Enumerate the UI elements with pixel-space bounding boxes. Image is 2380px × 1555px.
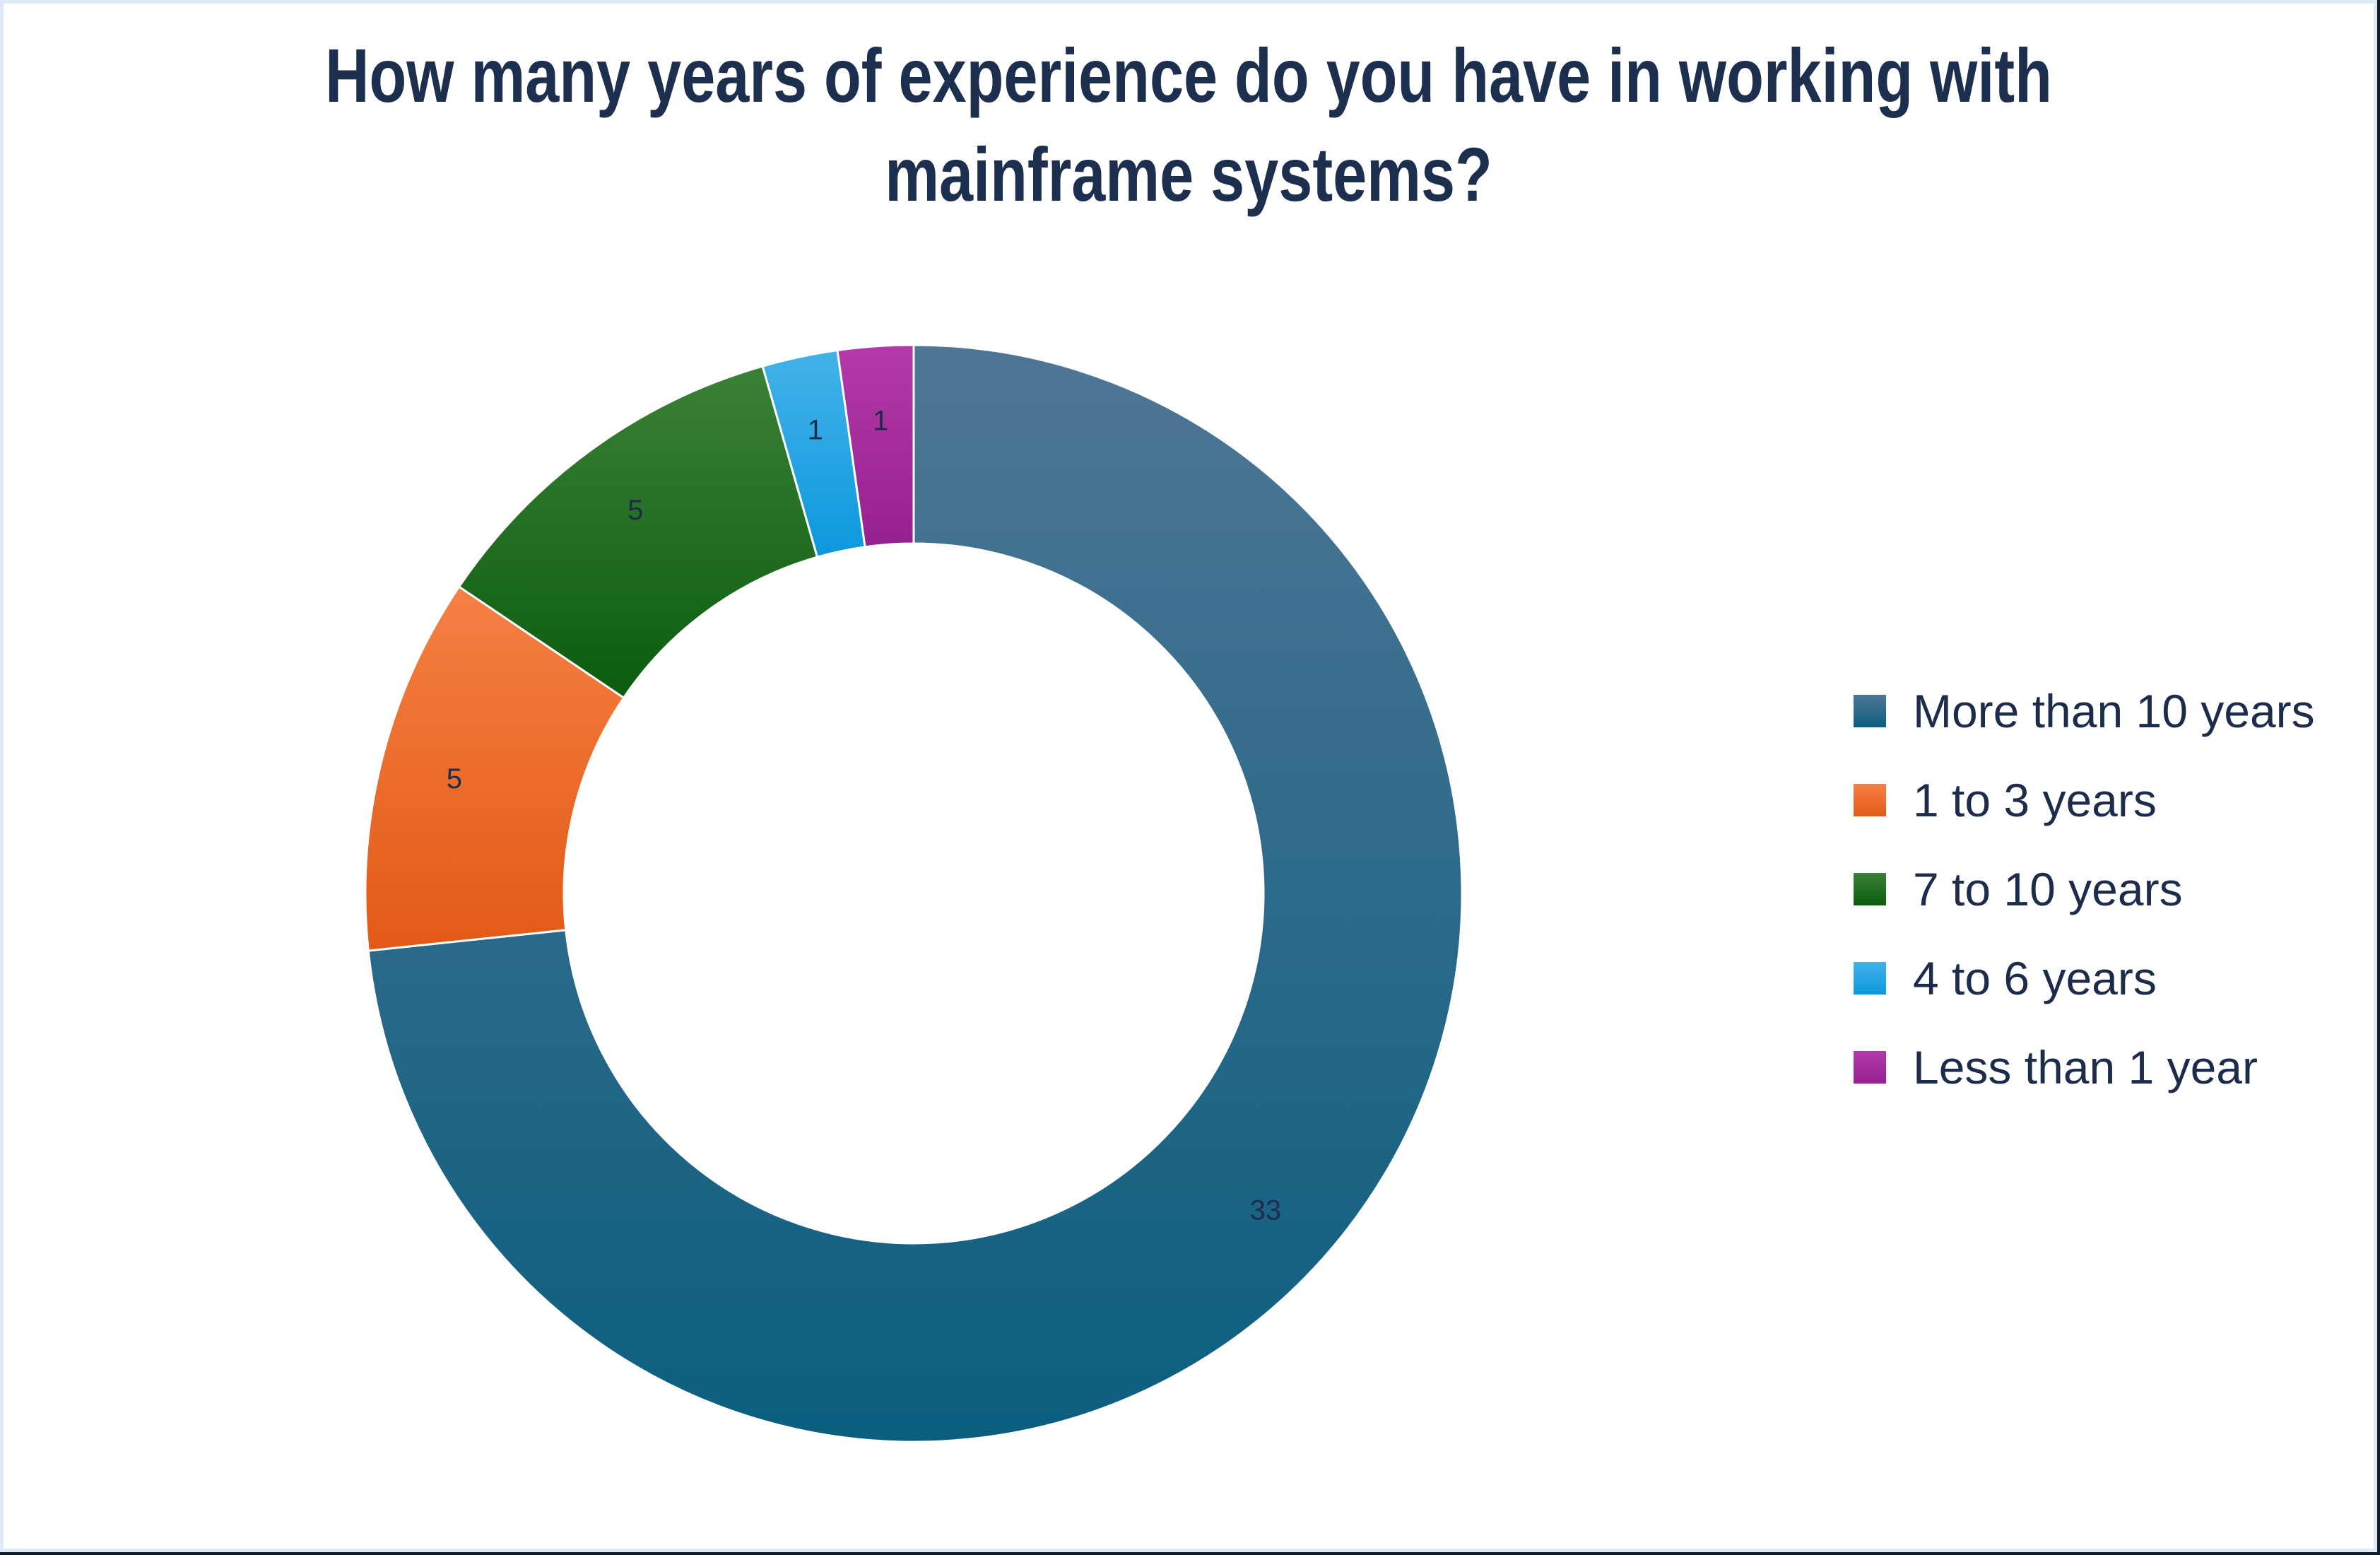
legend-label-1-to-3-years: 1 to 3 years <box>1913 774 2157 826</box>
legend-swatch-1-to-3-years <box>1854 784 1886 816</box>
legend-label-less-than-1-year: Less than 1 year <box>1913 1041 2258 1093</box>
slice-1-to-3-years <box>364 585 625 952</box>
legend-swatch-less-than-1-year <box>1854 1051 1886 1084</box>
legend-swatch-more-than-10-years <box>1854 695 1886 727</box>
legend-item-1-to-3-years: 1 to 3 years <box>1854 756 2315 845</box>
chart-title-line-2: mainframe systems? <box>885 131 1492 217</box>
legend-swatch-7-to-10-years <box>1854 873 1886 905</box>
slice-more-than-10-years <box>367 344 1463 1443</box>
legend: More than 10 years 1 to 3 years 7 to 10 ye… <box>1854 667 2315 1112</box>
chart-title-line-1: How many years of experience do you have… <box>325 33 2052 118</box>
donut-chart: 33 5 5 1 1 <box>364 344 1463 1443</box>
slice-less-than-1-year <box>836 344 915 548</box>
slice-value-label-7-to-10-years: 5 <box>628 495 643 526</box>
legend-item-more-than-10-years: More than 10 years <box>1854 667 2315 756</box>
legend-item-4-to-6-years: 4 to 6 years <box>1854 934 2315 1023</box>
slice-value-label-less-than-1-year: 1 <box>873 406 888 437</box>
slice-value-label-1-to-3-years: 5 <box>447 763 462 794</box>
slice-value-label-more-than-10-years: 33 <box>1250 1195 1282 1226</box>
legend-item-7-to-10-years: 7 to 10 years <box>1854 845 2315 934</box>
legend-label-7-to-10-years: 7 to 10 years <box>1913 863 2183 915</box>
legend-label-4-to-6-years: 4 to 6 years <box>1913 952 2157 1004</box>
chart-title: How many years of experience do you have… <box>4 26 2374 224</box>
legend-swatch-4-to-6-years <box>1854 962 1886 994</box>
legend-label-more-than-10-years: More than 10 years <box>1913 685 2315 737</box>
slice-value-label-4-to-6-years: 1 <box>808 415 823 446</box>
legend-item-less-than-1-year: Less than 1 year <box>1854 1023 2315 1112</box>
slice-7-to-10-years <box>457 365 819 700</box>
